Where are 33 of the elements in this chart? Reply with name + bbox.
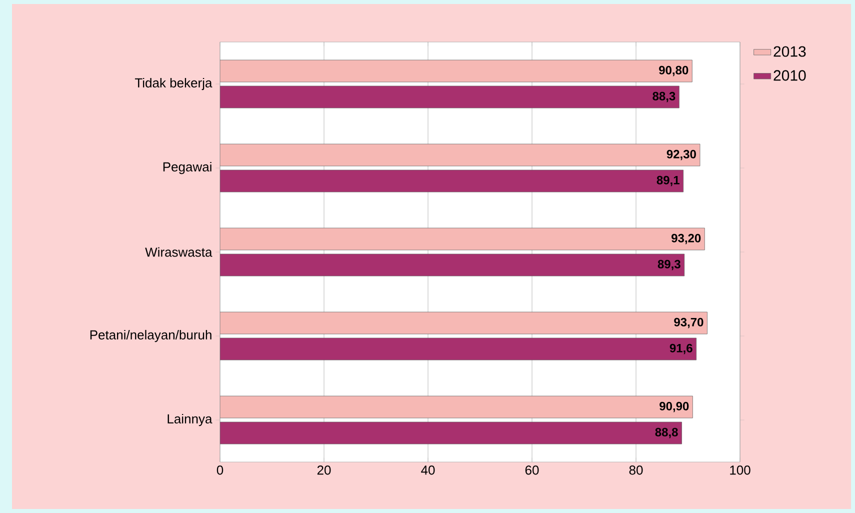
bar: [220, 396, 693, 418]
data-label: 89,3: [658, 260, 680, 270]
y-tick-label: Petani/nelayan/buruh: [90, 330, 212, 342]
x-tick-label: 20: [317, 466, 331, 475]
data-label: 88,8: [655, 428, 678, 438]
legend-label: 2010: [774, 70, 806, 81]
bar: [220, 170, 684, 192]
data-label: 88,3: [652, 92, 676, 102]
data-label: 92,30: [666, 150, 696, 160]
y-tick-label: Pegawai: [163, 162, 212, 174]
legend-label: 2013: [774, 46, 806, 57]
data-label: 90,80: [659, 66, 688, 76]
bar: [220, 422, 682, 444]
x-tick-label: 40: [421, 466, 435, 475]
bar: [220, 144, 700, 166]
bar: [220, 254, 685, 276]
data-label: 90,90: [660, 402, 689, 412]
data-label: 93,70: [674, 318, 704, 328]
data-label: 91,6: [670, 344, 692, 354]
bar: [220, 312, 708, 334]
y-tick-label: Wiraswasta: [145, 247, 212, 257]
bar: [220, 60, 692, 82]
x-tick-label: 60: [525, 466, 539, 475]
y-tick-label: Lainnya: [168, 414, 212, 426]
bar: [220, 338, 697, 360]
data-label: 93,20: [672, 234, 701, 244]
bar: [220, 86, 680, 108]
data-label: 89,1: [656, 176, 680, 186]
bar: [220, 228, 705, 250]
x-tick-label: 80: [629, 466, 643, 475]
y-tick-label: Tidak bekerja: [134, 78, 212, 90]
x-tick-label: 100: [730, 466, 750, 475]
x-tick-label: 0: [216, 466, 224, 475]
